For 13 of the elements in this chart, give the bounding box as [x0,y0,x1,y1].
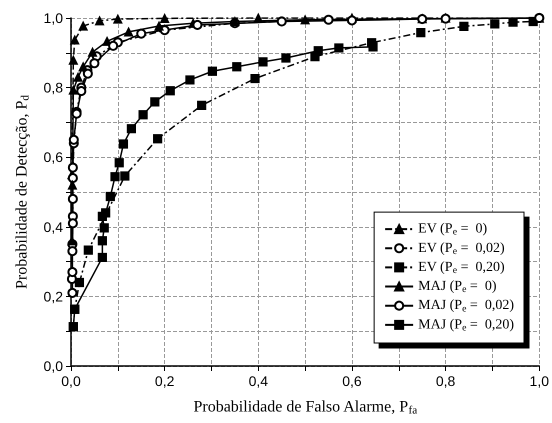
y-tick-label: 0,6 [44,149,64,166]
y-tick-label: 0,4 [44,218,64,235]
x-tick-label: 0,8 [436,373,456,389]
x-tick-label: 1,0 [530,373,550,389]
x-tick-label: 0,4 [248,373,268,389]
y-tick-label: 0,0 [44,358,64,374]
y-tick-label: 1,0 [44,10,64,26]
x-tick-label: 0,6 [342,373,362,389]
y-axis-title: Probabilidade de Detecção, Pd [13,94,32,289]
x-tick-label: 0,2 [154,373,175,389]
y-tick-label: 0,8 [44,80,64,96]
y-tick-label: 0,2 [44,288,64,304]
x-tick-label: 0,0 [61,373,81,389]
